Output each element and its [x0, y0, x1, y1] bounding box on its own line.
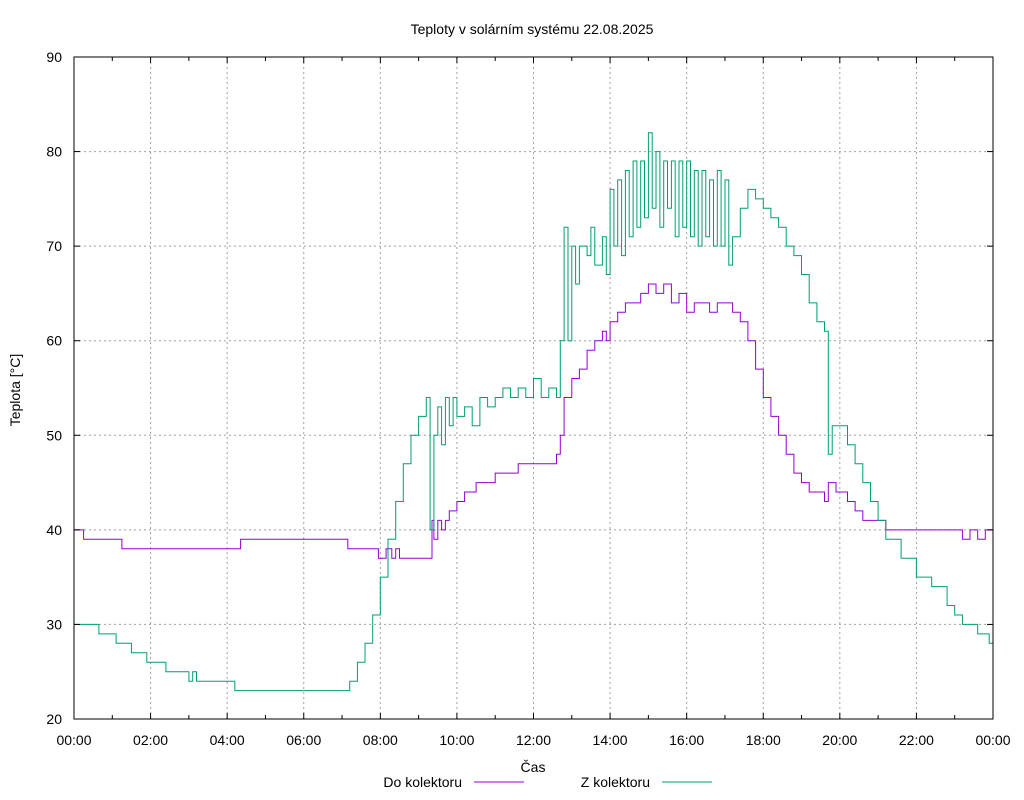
y-tick-label: 30: [46, 616, 62, 632]
x-tick-label: 18:00: [746, 732, 781, 748]
series-line-1: [74, 283, 994, 559]
x-tick-label: 12:00: [516, 732, 551, 748]
x-tick-label: 20:00: [822, 732, 857, 748]
x-tick-label: 02:00: [133, 732, 168, 748]
x-tick-label: 10:00: [439, 732, 474, 748]
x-tick-label: 08:00: [363, 732, 398, 748]
x-tick-label: 00:00: [975, 732, 1010, 748]
y-tick-label: 20: [46, 711, 62, 727]
legend-label-2: Z kolektoru: [581, 774, 650, 790]
y-tick-label: 40: [46, 522, 62, 538]
x-tick-label: 06:00: [286, 732, 321, 748]
series-line-2: [74, 132, 994, 692]
x-tick-label: 22:00: [899, 732, 934, 748]
y-tick-label: 50: [46, 427, 62, 443]
x-tick-label: 14:00: [593, 732, 628, 748]
ticks: 20 30 40 50 60 70 80 90 00:00 02:00 04:00 06:00 08:0…: [46, 49, 1010, 748]
y-tick-label: 70: [46, 238, 62, 254]
y-tick-label: 90: [46, 49, 62, 65]
legend: Do kolektoru Z kolektoru: [383, 774, 712, 790]
x-axis-label: Čas: [521, 759, 546, 775]
grid: [74, 57, 993, 719]
series-layer: [74, 132, 994, 692]
x-tick-label: 00:00: [56, 732, 91, 748]
x-tick-label: 16:00: [669, 732, 704, 748]
chart-title: Teploty v solárním systému 22.08.2025: [411, 21, 654, 37]
legend-label-1: Do kolektoru: [383, 774, 462, 790]
x-tick-label: 04:00: [210, 732, 245, 748]
y-tick-label: 60: [46, 333, 62, 349]
y-axis-label: Teplota [°C]: [7, 354, 23, 427]
y-tick-label: 80: [46, 144, 62, 160]
